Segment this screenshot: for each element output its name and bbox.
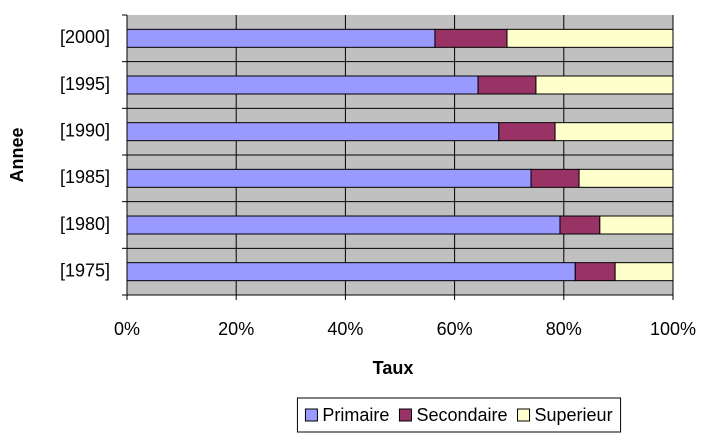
legend-swatch bbox=[304, 408, 318, 422]
bar-segment bbox=[614, 262, 674, 282]
x-axis-label: Taux bbox=[373, 358, 414, 378]
legend-label: Secondaire bbox=[416, 405, 507, 425]
legend-box bbox=[296, 397, 622, 433]
x-tick-label: 20% bbox=[218, 319, 254, 339]
y-tick-label: [1980] bbox=[60, 214, 110, 234]
x-tick-label: 60% bbox=[437, 319, 473, 339]
bar-segment bbox=[554, 122, 674, 142]
legend-swatch bbox=[517, 408, 531, 422]
bar-segment bbox=[126, 75, 479, 95]
bar-segment bbox=[599, 215, 674, 235]
bar-segment bbox=[434, 28, 508, 48]
bar-segment bbox=[506, 28, 674, 48]
x-tick-label: 80% bbox=[546, 319, 582, 339]
bar-segment bbox=[535, 75, 674, 95]
bar-segment bbox=[126, 215, 561, 235]
bar-segment bbox=[126, 168, 532, 188]
bar-segment bbox=[578, 168, 674, 188]
y-tick-label: [1975] bbox=[60, 260, 110, 280]
bar-segment bbox=[559, 215, 601, 235]
y-tick-label: [1985] bbox=[60, 167, 110, 187]
bar-segment bbox=[126, 122, 500, 142]
x-tick-label: 40% bbox=[327, 319, 363, 339]
bar-segment bbox=[530, 168, 580, 188]
legend-label: Superieur bbox=[535, 405, 613, 425]
y-tick-label: [1995] bbox=[60, 74, 110, 94]
legend-swatch bbox=[398, 408, 412, 422]
y-axis-label: Annee bbox=[7, 127, 27, 182]
bar-segment bbox=[477, 75, 537, 95]
y-tick-label: [2000] bbox=[60, 27, 110, 47]
y-tick-label: [1990] bbox=[60, 120, 110, 140]
legend-label: Primaire bbox=[322, 405, 389, 425]
x-tick-label: 0% bbox=[114, 319, 140, 339]
bar-segment bbox=[574, 262, 616, 282]
bar-segment bbox=[498, 122, 556, 142]
x-tick-label: 100% bbox=[650, 319, 696, 339]
bar-segment bbox=[126, 262, 576, 282]
bar-segment bbox=[126, 28, 436, 48]
